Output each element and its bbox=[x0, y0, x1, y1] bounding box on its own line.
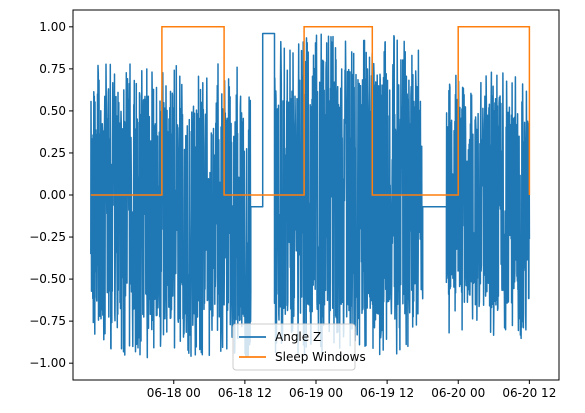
y-tick-label: 0.25 bbox=[39, 146, 66, 160]
y-axis: −1.00 −0.75 −0.50 −0.25 0.00 0.25 0.50 0.75 1.00 bbox=[29, 20, 73, 370]
y-tick-label: 0.75 bbox=[39, 62, 66, 76]
x-tick-label: 06-19 12 bbox=[360, 386, 414, 400]
legend-label-sleep-windows: Sleep Windows bbox=[275, 350, 366, 364]
legend-label-angle-z: Angle Z bbox=[275, 330, 321, 344]
x-tick-label: 06-20 12 bbox=[502, 386, 556, 400]
x-tick-label: 06-18 12 bbox=[218, 386, 272, 400]
x-axis: 06-18 00 06-18 12 06-19 00 06-19 12 06-20 00… bbox=[147, 380, 556, 400]
series-line-angle-z bbox=[90, 32, 531, 359]
legend-box bbox=[232, 323, 356, 371]
plot-area bbox=[72, 9, 560, 381]
legend: Angle Z Sleep Windows bbox=[232, 323, 366, 371]
series-line-sleep-windows bbox=[90, 26, 531, 196]
series-angle-z bbox=[90, 32, 531, 359]
y-tick-label: −1.00 bbox=[29, 356, 66, 370]
y-tick-label: −0.75 bbox=[29, 314, 66, 328]
y-tick-label: −0.50 bbox=[29, 272, 66, 286]
series-sleep-windows bbox=[90, 26, 531, 196]
y-tick-label: 0.50 bbox=[39, 104, 66, 118]
x-tick-label: 06-18 00 bbox=[147, 386, 201, 400]
y-tick-label: 1.00 bbox=[39, 20, 66, 34]
x-tick-label: 06-20 00 bbox=[431, 386, 485, 400]
y-tick-label: 0.00 bbox=[39, 188, 66, 202]
x-tick-label: 06-19 00 bbox=[289, 386, 343, 400]
y-tick-label: −0.25 bbox=[29, 230, 66, 244]
